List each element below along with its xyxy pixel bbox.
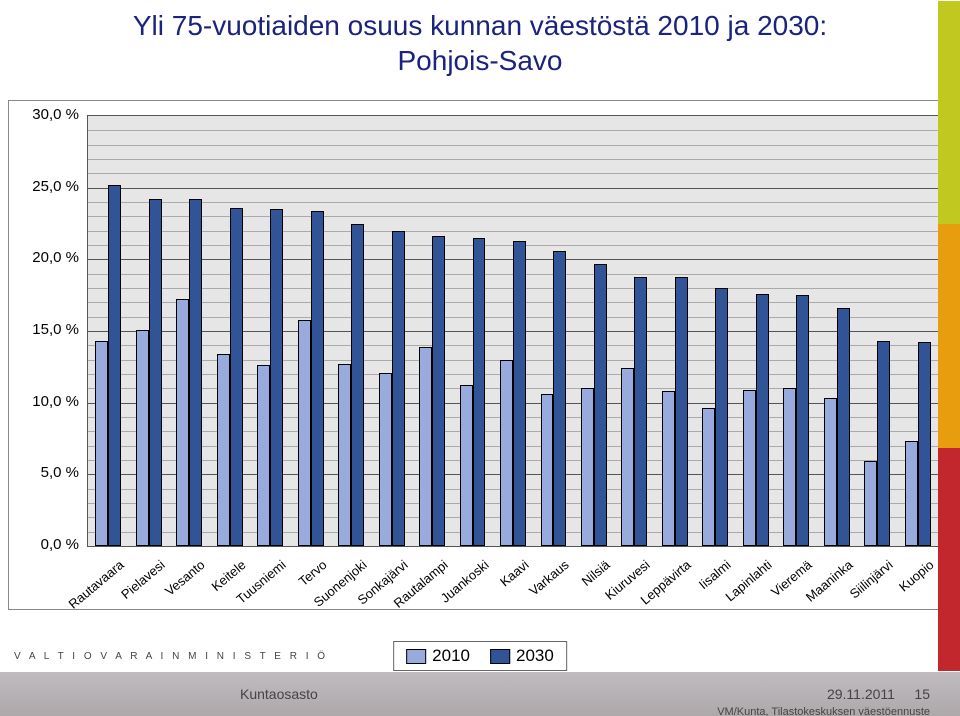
- gridline-minor: [88, 130, 938, 131]
- bar: [783, 388, 796, 546]
- bar: [743, 390, 756, 546]
- bar: [594, 264, 607, 546]
- legend: 2010 2030: [393, 641, 567, 671]
- bar: [230, 208, 243, 546]
- footer-source: VM/Kunta, Tilastokeskuksen väestöennuste: [717, 706, 930, 716]
- x-axis-labels: RautavaaraPielavesiVesantoKeiteleTuusnie…: [87, 553, 939, 609]
- bar: [460, 385, 473, 546]
- legend-label-2010: 2010: [432, 646, 470, 666]
- ministry-logo-text: V A L T I O V A R A I N M I N I S T E R …: [14, 651, 328, 662]
- bar: [662, 391, 675, 546]
- bar: [918, 342, 931, 546]
- y-tick-label: 25,0 %: [19, 178, 79, 195]
- bar: [621, 368, 634, 546]
- footer-page-number: 15: [914, 686, 930, 702]
- legend-swatch-2010: [406, 649, 426, 664]
- bar: [392, 231, 405, 546]
- bar: [675, 277, 688, 546]
- gridline-minor: [88, 173, 938, 174]
- gridline: [88, 188, 938, 189]
- bar: [715, 288, 728, 546]
- legend-item-2010: 2010: [406, 646, 470, 666]
- bar: [176, 299, 189, 546]
- bar: [702, 408, 715, 546]
- bar: [149, 199, 162, 546]
- bar: [257, 365, 270, 546]
- bar: [379, 373, 392, 546]
- y-tick-label: 20,0 %: [19, 249, 79, 266]
- bar: [217, 354, 230, 546]
- bar: [338, 364, 351, 546]
- y-tick-label: 5,0 %: [19, 464, 79, 481]
- bar: [824, 398, 837, 546]
- bar: [136, 330, 149, 546]
- bar: [419, 347, 432, 546]
- bar: [473, 238, 486, 546]
- bar: [432, 236, 445, 546]
- bar: [864, 461, 877, 546]
- gridline-minor: [88, 231, 938, 232]
- chart-title: Yli 75-vuotiaiden osuus kunnan väestöstä…: [0, 8, 960, 78]
- bar: [837, 308, 850, 546]
- legend-item-2030: 2030: [490, 646, 554, 666]
- gridline-minor: [88, 159, 938, 160]
- bar: [95, 341, 108, 546]
- bar: [541, 394, 554, 546]
- bar: [796, 295, 809, 546]
- footer-date: 29.11.2011: [827, 686, 895, 702]
- y-tick-label: 10,0 %: [19, 393, 79, 410]
- brand-stripe: [938, 1, 960, 671]
- gridline-minor: [88, 202, 938, 203]
- bar: [351, 224, 364, 547]
- bar: [877, 341, 890, 546]
- footer-bar: Kuntaosasto 29.11.2011 15 VM/Kunta, Tila…: [0, 672, 960, 716]
- title-line2: Pohjois-Savo: [398, 45, 563, 76]
- chart-frame: 0,0 % 5,0 % 10,0 % 15,0 % 20,0 % 25,0 % 30,0 %…: [8, 100, 952, 610]
- bar: [756, 294, 769, 546]
- bar: [553, 251, 566, 546]
- gridline-minor: [88, 145, 938, 146]
- bar: [311, 211, 324, 546]
- bar: [189, 199, 202, 546]
- footer-department: Kuntaosasto: [240, 686, 318, 702]
- y-tick-label: 15,0 %: [19, 321, 79, 338]
- bar: [905, 441, 918, 546]
- title-line1: Yli 75-vuotiaiden osuus kunnan väestöstä…: [133, 10, 827, 41]
- y-tick-label: 30,0 %: [19, 106, 79, 123]
- bar: [581, 388, 594, 546]
- legend-swatch-2030: [490, 649, 510, 664]
- legend-label-2030: 2030: [516, 646, 554, 666]
- bar: [513, 241, 526, 546]
- y-tick-label: 0,0 %: [19, 536, 79, 553]
- bar: [108, 185, 121, 546]
- plot-area: [87, 115, 939, 547]
- bar: [634, 277, 647, 546]
- bar: [270, 209, 283, 546]
- gridline-minor: [88, 216, 938, 217]
- footer-date-page: 29.11.2011 15: [827, 686, 930, 702]
- bar: [500, 360, 513, 546]
- bar: [298, 320, 311, 546]
